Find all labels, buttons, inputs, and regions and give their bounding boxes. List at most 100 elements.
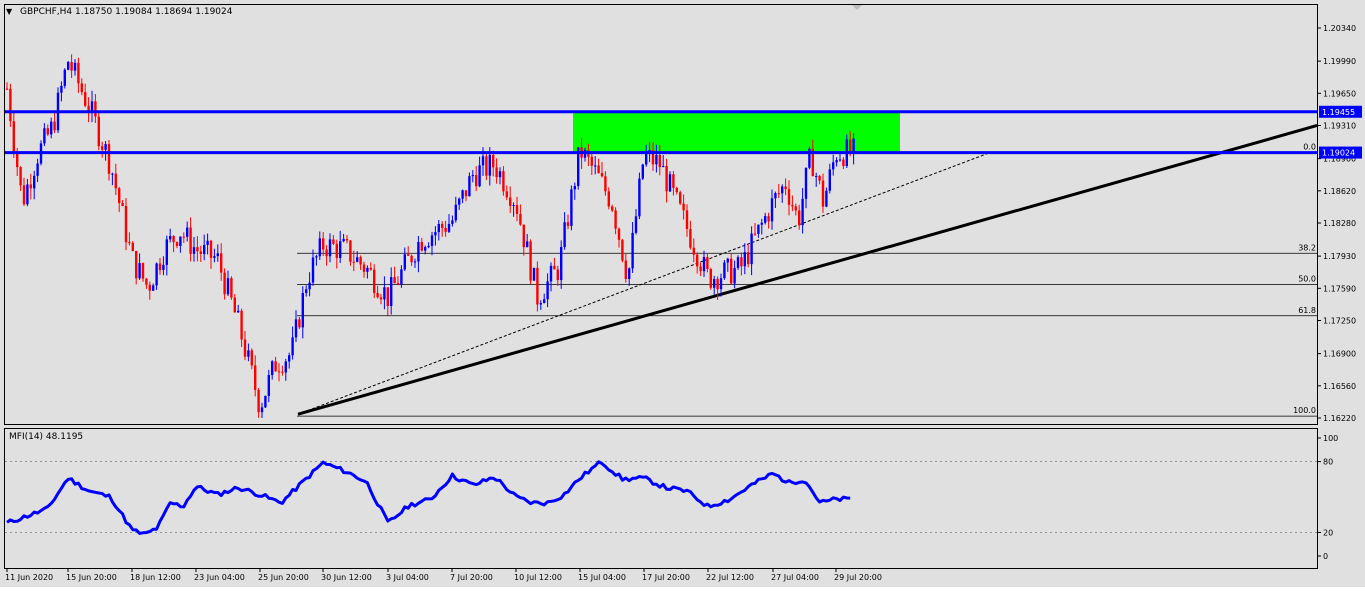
candle-body: [305, 289, 308, 293]
candle-body: [539, 303, 542, 305]
price-tick-label: 1.19650: [1323, 89, 1356, 98]
candle-body: [808, 148, 811, 168]
candle-body: [730, 258, 733, 284]
candle-body: [726, 258, 729, 263]
price-axis: 1.20340 1.19990 1.19650 1.19310 1.18960 1.186…: [1317, 24, 1362, 423]
candle-body: [668, 174, 672, 192]
candle-body: [651, 149, 655, 165]
candle-body: [325, 249, 328, 257]
candle-body: [162, 264, 165, 271]
candle-body: [740, 257, 743, 267]
candle-body: [240, 310, 243, 340]
candle-body: [400, 269, 403, 285]
price-tick-label: 1.17590: [1323, 284, 1356, 293]
candle-body: [509, 197, 512, 206]
candle-body: [634, 216, 638, 233]
candle-body: [679, 192, 682, 204]
candle-body: [566, 222, 570, 226]
candle-body: [135, 250, 138, 279]
time-tick-label: 29 Jul 20:00: [834, 573, 882, 582]
candle-body: [281, 371, 284, 373]
candle-body: [413, 261, 417, 263]
candle-body: [335, 243, 338, 258]
candle-body: [747, 252, 750, 265]
candle-body: [216, 253, 219, 257]
candle-body: [318, 238, 321, 257]
candle-body: [67, 62, 70, 70]
candle-body: [97, 116, 100, 147]
candle-body: [345, 238, 349, 241]
candle-body: [604, 176, 607, 192]
candle-body: [447, 223, 451, 232]
candle-body: [104, 144, 107, 150]
candle-body: [781, 186, 784, 194]
candle-body: [271, 361, 274, 376]
mfi-title: MFI(14) 48.1195: [9, 432, 83, 442]
price-tick-label: 1.16900: [1323, 350, 1356, 359]
candle-body: [764, 216, 767, 223]
candle-body: [172, 236, 175, 243]
candle-body: [828, 169, 831, 191]
candle-body: [274, 361, 277, 372]
candle-body: [12, 121, 15, 152]
price-pane-frame: [4, 4, 1318, 425]
candle-body: [294, 319, 298, 338]
candle-body: [29, 184, 32, 189]
candle-body: [621, 239, 624, 261]
candle-body: [835, 160, 838, 163]
candle-body: [743, 252, 746, 267]
fib-level-label: 50.0: [1298, 275, 1316, 284]
candle-body: [373, 269, 376, 293]
fib-level-label: 100.0: [1293, 406, 1316, 415]
candle-body: [811, 148, 814, 177]
candle-body: [213, 256, 216, 258]
candle-body: [685, 210, 689, 230]
mfi-tick-label: 0: [1323, 552, 1328, 561]
candle-body: [434, 232, 437, 236]
candle-body: [791, 204, 794, 207]
candle-body: [50, 121, 53, 135]
candle-body: [19, 167, 22, 186]
candle-body: [420, 241, 423, 251]
candle-body: [801, 198, 804, 226]
candle-body: [87, 105, 90, 113]
candle-body: [750, 233, 753, 265]
candle-body: [512, 205, 515, 207]
candle-body: [529, 241, 532, 281]
candle-body: [77, 62, 80, 84]
fib-level-label: 61.8: [1298, 306, 1316, 315]
candle-body: [124, 206, 128, 243]
shift-marker-icon[interactable]: [852, 5, 862, 10]
time-tick-label: 3 Jul 04:00: [386, 573, 429, 582]
candle-body: [430, 235, 434, 246]
candle-body: [288, 355, 291, 362]
candle-body: [699, 266, 702, 272]
candle-body: [393, 277, 396, 284]
candle-body: [757, 224, 760, 234]
time-tick-label: 27 Jul 04:00: [771, 573, 819, 582]
candle-body: [322, 238, 325, 250]
candle-body: [777, 193, 780, 195]
candle-body: [60, 85, 63, 93]
candle-body: [291, 337, 294, 356]
candle-body: [403, 254, 406, 270]
candle-body: [852, 138, 855, 154]
price-tick-label: 1.19990: [1323, 57, 1356, 66]
candle-body: [658, 155, 661, 168]
candle-body: [719, 278, 723, 290]
candle-body: [546, 281, 549, 300]
time-tick-label: 30 Jun 12:00: [321, 573, 372, 582]
menu-arrow-icon[interactable]: ▼: [6, 7, 13, 16]
candle-body: [488, 154, 491, 176]
time-tick-label: 17 Jul 20:00: [642, 573, 690, 582]
candle-body: [753, 233, 757, 235]
time-tick-label: 25 Jun 20:00: [258, 573, 309, 582]
candle-body: [366, 267, 369, 272]
candle-body: [352, 261, 355, 263]
candle-body: [70, 62, 73, 71]
candle-body: [141, 263, 145, 279]
candle-body: [407, 254, 410, 256]
price-tick-label: 1.18960: [1323, 155, 1356, 164]
